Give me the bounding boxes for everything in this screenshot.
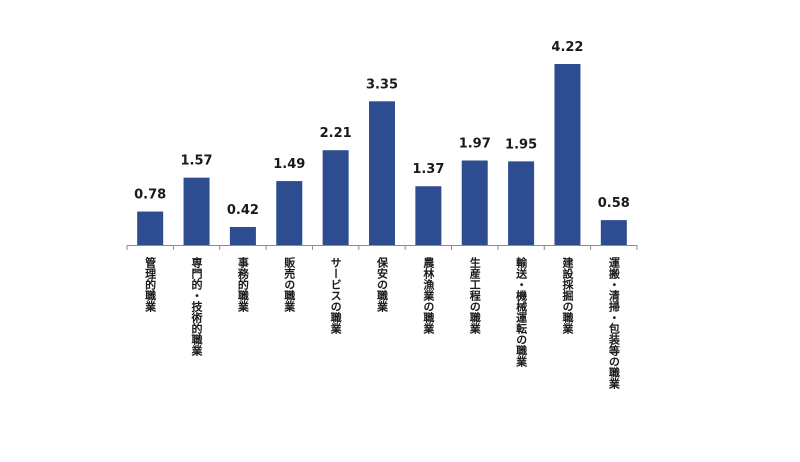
data-label: 2.21 bbox=[320, 126, 352, 141]
bar bbox=[415, 186, 442, 245]
x-axis-ticks-group bbox=[126, 245, 638, 250]
bar bbox=[369, 101, 395, 246]
category-label: 生産工程の職業 bbox=[468, 256, 482, 335]
data-label: 1.49 bbox=[273, 157, 305, 172]
category-label: 専門的・技術的職業 bbox=[190, 256, 204, 357]
bar bbox=[461, 160, 488, 245]
data-label: 1.37 bbox=[412, 162, 444, 177]
bar bbox=[508, 161, 535, 245]
bar bbox=[276, 181, 303, 245]
data-label: 0.42 bbox=[227, 203, 259, 218]
category-label: 保安の職業 bbox=[376, 256, 390, 313]
category-label: 農林漁業の職業 bbox=[422, 256, 436, 335]
data-label: 1.95 bbox=[505, 137, 537, 152]
category-label: サービスの職業 bbox=[329, 257, 343, 335]
bar bbox=[183, 177, 210, 245]
data-label: 0.78 bbox=[134, 188, 166, 203]
data-label: 1.57 bbox=[181, 154, 213, 169]
category-label: 事務的職業 bbox=[236, 256, 250, 313]
data-label: 0.58 bbox=[598, 196, 630, 211]
data-label: 3.35 bbox=[366, 77, 398, 92]
category-label: 管理的職業 bbox=[144, 256, 158, 313]
bar bbox=[229, 226, 256, 245]
value-labels-group: 0.78 1.57 0.42 1.49 2.21 3.35 1.37 1.97 1.95 4.22… bbox=[134, 40, 630, 218]
category-label: 販売の職業 bbox=[283, 256, 297, 313]
data-label: 4.22 bbox=[551, 40, 583, 55]
data-label: 1.97 bbox=[459, 137, 491, 152]
category-label: 運搬・清掃・包装等の職業 bbox=[607, 257, 621, 390]
category-label: 建設採掘の職業 bbox=[561, 256, 575, 335]
bars-group bbox=[137, 64, 627, 246]
bar bbox=[322, 150, 349, 245]
category-label: 輸送・機械運転の職業 bbox=[515, 256, 529, 368]
bar bbox=[554, 64, 581, 245]
bar bbox=[600, 220, 627, 245]
category-labels-group: 管理的職業 専門的・技術的職業 事務的職業 販売の職業 サービスの職業 保安の職業 農林漁業… bbox=[144, 256, 621, 390]
bar bbox=[137, 211, 164, 245]
